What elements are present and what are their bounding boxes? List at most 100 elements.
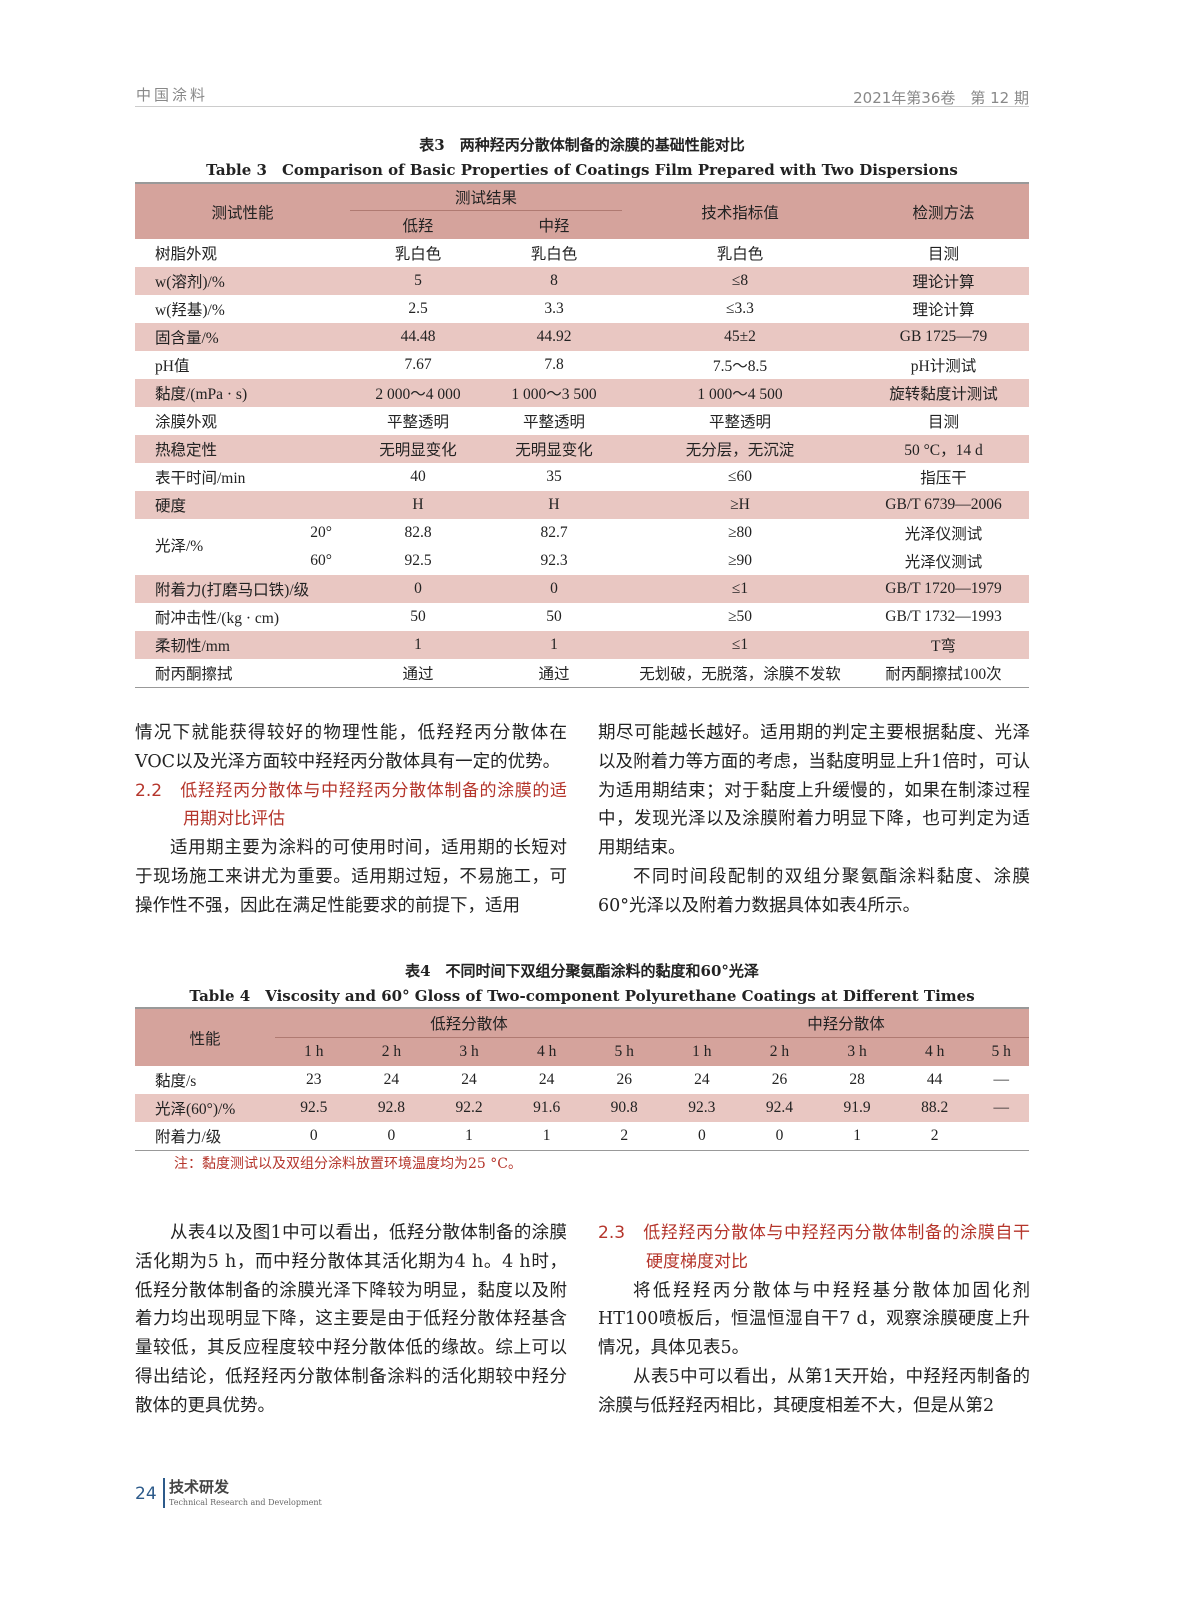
page-number: 24 [135, 1484, 157, 1504]
th-property: 测试性能 [135, 183, 350, 239]
table-row: 表干时间/min 40 35 ≤60 指压干 [135, 463, 1029, 491]
table-cell: ≥H [622, 491, 858, 519]
table-cell: 1 [486, 631, 622, 659]
header-divider [135, 106, 1029, 107]
table-cell: 平整透明 [386, 414, 449, 431]
paragraph: 从表4以及图1中可以看出，低羟分散体制备的涂膜活化期为5 h，而中羟分散体其活化… [135, 1223, 567, 1416]
table4-note: 注：黏度测试以及双组分涂料放置环境温度均为25 °C。 [174, 1156, 522, 1172]
table-cell: 24 [538, 1071, 555, 1088]
table-cell: 4 h [895, 1037, 974, 1066]
table-row: pH值 7.67 7.8 7.5～8.5 pH计测试 [135, 351, 1029, 379]
table-cell: 7.8 [544, 356, 564, 373]
paragraph: 适用期主要为涂料的可使用时间，适用期的长短对于现场施工来讲尤为重要。适用期过短，… [135, 838, 567, 916]
table-cell: 3.3 [544, 300, 564, 317]
table-cell: 1 000～4 500 [622, 379, 858, 407]
table-cell: 乳白色 [530, 246, 578, 263]
table-row: 树脂外观 乳白色 乳白色 乳白色 目测 [135, 239, 1029, 267]
table-cell: 92.5 [275, 1094, 353, 1122]
table-cell: 1 [465, 1127, 473, 1144]
issue-info: 2021年第36卷 第 12 期 [853, 89, 1029, 107]
table-cell: 92.5 [404, 552, 432, 569]
table-row: 光泽(60°)/% 92.5 92.8 92.2 91.6 90.8 92.3 92.4 91.… [135, 1094, 1029, 1122]
table-cell: 50 [410, 608, 426, 625]
table-cell: 26 [616, 1071, 632, 1088]
journal-name: 中国涂料 [136, 86, 209, 104]
table-cell: 0 [309, 1127, 318, 1144]
table-cell: 黏度/(mPa · s) [135, 379, 350, 407]
table-cell: 88.2 [895, 1094, 974, 1122]
table-cell: 耐冲击性/(kg · cm) [155, 610, 279, 627]
table-cell: 硬度 [135, 491, 350, 519]
table-row: 硬度 H H ≥H GB/T 6739—2006 [135, 491, 1029, 519]
table-cell: 平整透明 [708, 414, 771, 431]
table-cell: 24 [383, 1071, 400, 1088]
table-cell: 表干时间/min [155, 470, 246, 487]
table-cell: ≥80 [727, 524, 752, 541]
table-cell: GB 1725—79 [858, 323, 1029, 351]
table-cell: — [993, 1071, 1009, 1088]
table-cell: 2 h [740, 1037, 819, 1066]
table-cell: 2 [930, 1127, 939, 1144]
table-cell: 91.9 [818, 1094, 896, 1122]
table-cell: 理论计算 [912, 302, 975, 319]
th-mid: 中羟分散体 [663, 1008, 1029, 1038]
table-cell [973, 1122, 1029, 1151]
table-cell: 44.48 [350, 323, 486, 351]
table-cell: 92.3 [540, 552, 568, 569]
table3: 测试性能 测试结果 技术指标值 检测方法 低羟 中羟 树脂外观 乳白色 乳白色 乳白色目… [135, 182, 1029, 688]
table-cell: 50 °C，14 d [858, 435, 1029, 463]
table-cell: — [973, 1094, 1029, 1122]
table-row: w(羟基)/% 2.5 3.3 ≤3.3 理论计算 [135, 295, 1029, 323]
table-row: 耐冲击性/(kg · cm) 50 50 ≥50 GB/T 1732—1993 [135, 603, 1029, 631]
th-low: 低羟 [350, 210, 486, 239]
th-spec: 技术指标值 [622, 183, 858, 239]
table-cell: 2.5 [408, 300, 428, 317]
table-cell: 指压干 [920, 470, 967, 487]
gloss-angle: 60° [310, 552, 332, 569]
table-cell: 1 h [663, 1037, 741, 1066]
table-cell: 2 000～4 000 [350, 379, 486, 407]
th-low: 低羟分散体 [275, 1008, 664, 1038]
table-cell: 92.3 [663, 1094, 741, 1122]
footer-section: 技术研发 [169, 1478, 230, 1496]
table-cell: 2 [620, 1127, 629, 1144]
table-cell: GB/T 6739—2006 [858, 491, 1029, 519]
table-cell: H [350, 491, 486, 519]
table-cell: 光泽(60°)/% [135, 1094, 275, 1122]
table-cell: T弯 [858, 631, 1029, 659]
table-cell: 5 [350, 267, 486, 295]
table-cell: 固含量/% [135, 323, 350, 351]
table-cell: 理论计算 [858, 267, 1029, 295]
table-cell: H [486, 491, 622, 519]
table-cell: 1 000～3 500 [486, 379, 622, 407]
table-cell: pH值 [155, 358, 190, 375]
table-cell: 3 h [430, 1037, 508, 1066]
table-cell: 1 [853, 1127, 861, 1144]
table-cell: ≤1 [622, 575, 858, 603]
table-cell: ≤8 [622, 267, 858, 295]
table-cell: 目测 [927, 246, 959, 263]
right-column-2: 2.3 低羟羟丙分散体与中羟羟丙分散体制备的涂膜自干硬度梯度对比 将低羟羟丙分散… [598, 1219, 1030, 1421]
table-cell: 92.4 [740, 1094, 819, 1122]
table-row: 耐丙酮擦拭 通过 通过 无划破，无脱落，涂膜不发软 耐丙酮擦拭100次 [135, 659, 1029, 688]
gloss-label-text: 光泽/% [155, 538, 204, 555]
table-cell: 柔韧性/mm [135, 631, 350, 659]
table-cell: 40 [410, 468, 426, 485]
table-cell: 4 h [507, 1037, 586, 1066]
table-cell: 无明显变化 [350, 435, 486, 463]
table-cell: 92.2 [430, 1094, 508, 1122]
table-row: 附着力(打磨马口铁)/级 0 0 ≤1 GB/T 1720—1979 [135, 575, 1029, 603]
table-cell: 5 h [585, 1037, 664, 1066]
table-cell: 目测 [927, 414, 959, 431]
table-cell: 7.5～8.5 [712, 358, 768, 375]
table-row: 柔韧性/mm 1 1 ≤1 T弯 [135, 631, 1029, 659]
table-cell: 热稳定性 [135, 435, 350, 463]
table-row: 附着力/级 0 0 1 1 2 0 0 1 2 [135, 1122, 1029, 1151]
table-row: 光泽/% 20° 60° 82.8 82.7 ≥80 光泽仪测试 [135, 519, 1029, 569]
table4-caption-cn: 表4 不同时间下双组分聚氨酯涂料的黏度和60°光泽 [405, 962, 759, 980]
paragraph: 从表5中可以看出，从第1天开始，中羟羟丙制备的涂膜与低羟羟丙相比，其硬度相差不大… [598, 1366, 1030, 1416]
table-cell: 23 [306, 1071, 322, 1088]
table-cell: w(羟基)/% [155, 302, 225, 319]
